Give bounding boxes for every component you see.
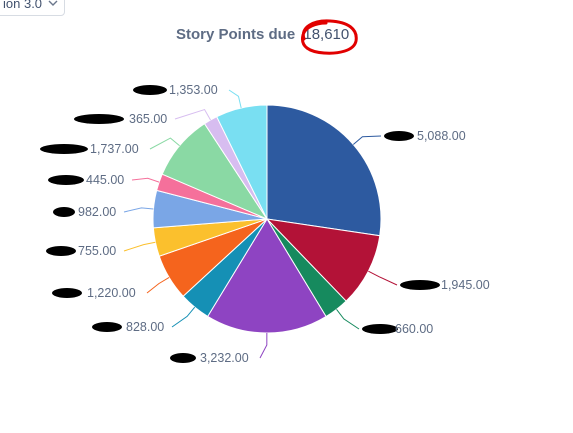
pie-slice[interactable] — [266, 104, 382, 237]
leader-line — [149, 137, 180, 150]
leader-line — [171, 306, 196, 328]
leader-line — [123, 207, 154, 213]
leader-line — [174, 108, 211, 121]
slice-value-label: 755.00 — [78, 244, 116, 258]
slice-value-label: 365.00 — [129, 112, 167, 126]
pie-slice[interactable] — [265, 218, 381, 302]
leader-line — [228, 89, 242, 109]
leader-line — [146, 277, 170, 294]
chart-total: 18,610 — [303, 26, 350, 43]
slice-value-label: 1,737.00 — [90, 142, 139, 156]
slice-value-label: 5,088.00 — [417, 129, 466, 143]
redacted-category-name — [40, 144, 88, 154]
redacted-category-name — [170, 353, 196, 363]
chevron-down-icon — [48, 0, 58, 6]
redacted-category-name — [74, 114, 124, 124]
leader-line — [368, 270, 398, 286]
redacted-category-name — [48, 175, 84, 185]
leader-line — [123, 241, 156, 252]
redacted-category-name — [53, 207, 75, 217]
slice-value-label: 3,232.00 — [200, 351, 249, 365]
slice-value-label: 1,353.00 — [169, 83, 218, 97]
highlight-circle — [300, 19, 358, 55]
redacted-category-name — [46, 246, 76, 256]
leader-line — [336, 309, 360, 330]
slice-value-label: 1,945.00 — [441, 278, 490, 292]
redacted-category-name — [400, 280, 440, 290]
slice-value-label: 660.00 — [395, 322, 433, 336]
leader-line — [259, 332, 268, 359]
leader-line — [352, 135, 382, 145]
redacted-category-name — [52, 288, 82, 298]
chart-title-row: Story Points due 18,610 — [176, 26, 349, 43]
redacted-category-name — [384, 131, 414, 141]
version-dropdown-label: ion 3.0 — [3, 0, 43, 11]
slice-value-label: 828.00 — [126, 320, 164, 334]
slice-value-label: 982.00 — [78, 205, 116, 219]
version-dropdown[interactable]: ion 3.0 — [0, 0, 66, 16]
redacted-category-name — [362, 324, 398, 334]
redacted-category-name — [133, 85, 167, 95]
slice-value-label: 445.00 — [86, 173, 124, 187]
chart-title: Story Points due — [176, 26, 296, 43]
slice-value-label: 1,220.00 — [87, 286, 136, 300]
redacted-category-name — [92, 322, 122, 332]
leader-line — [131, 177, 160, 183]
